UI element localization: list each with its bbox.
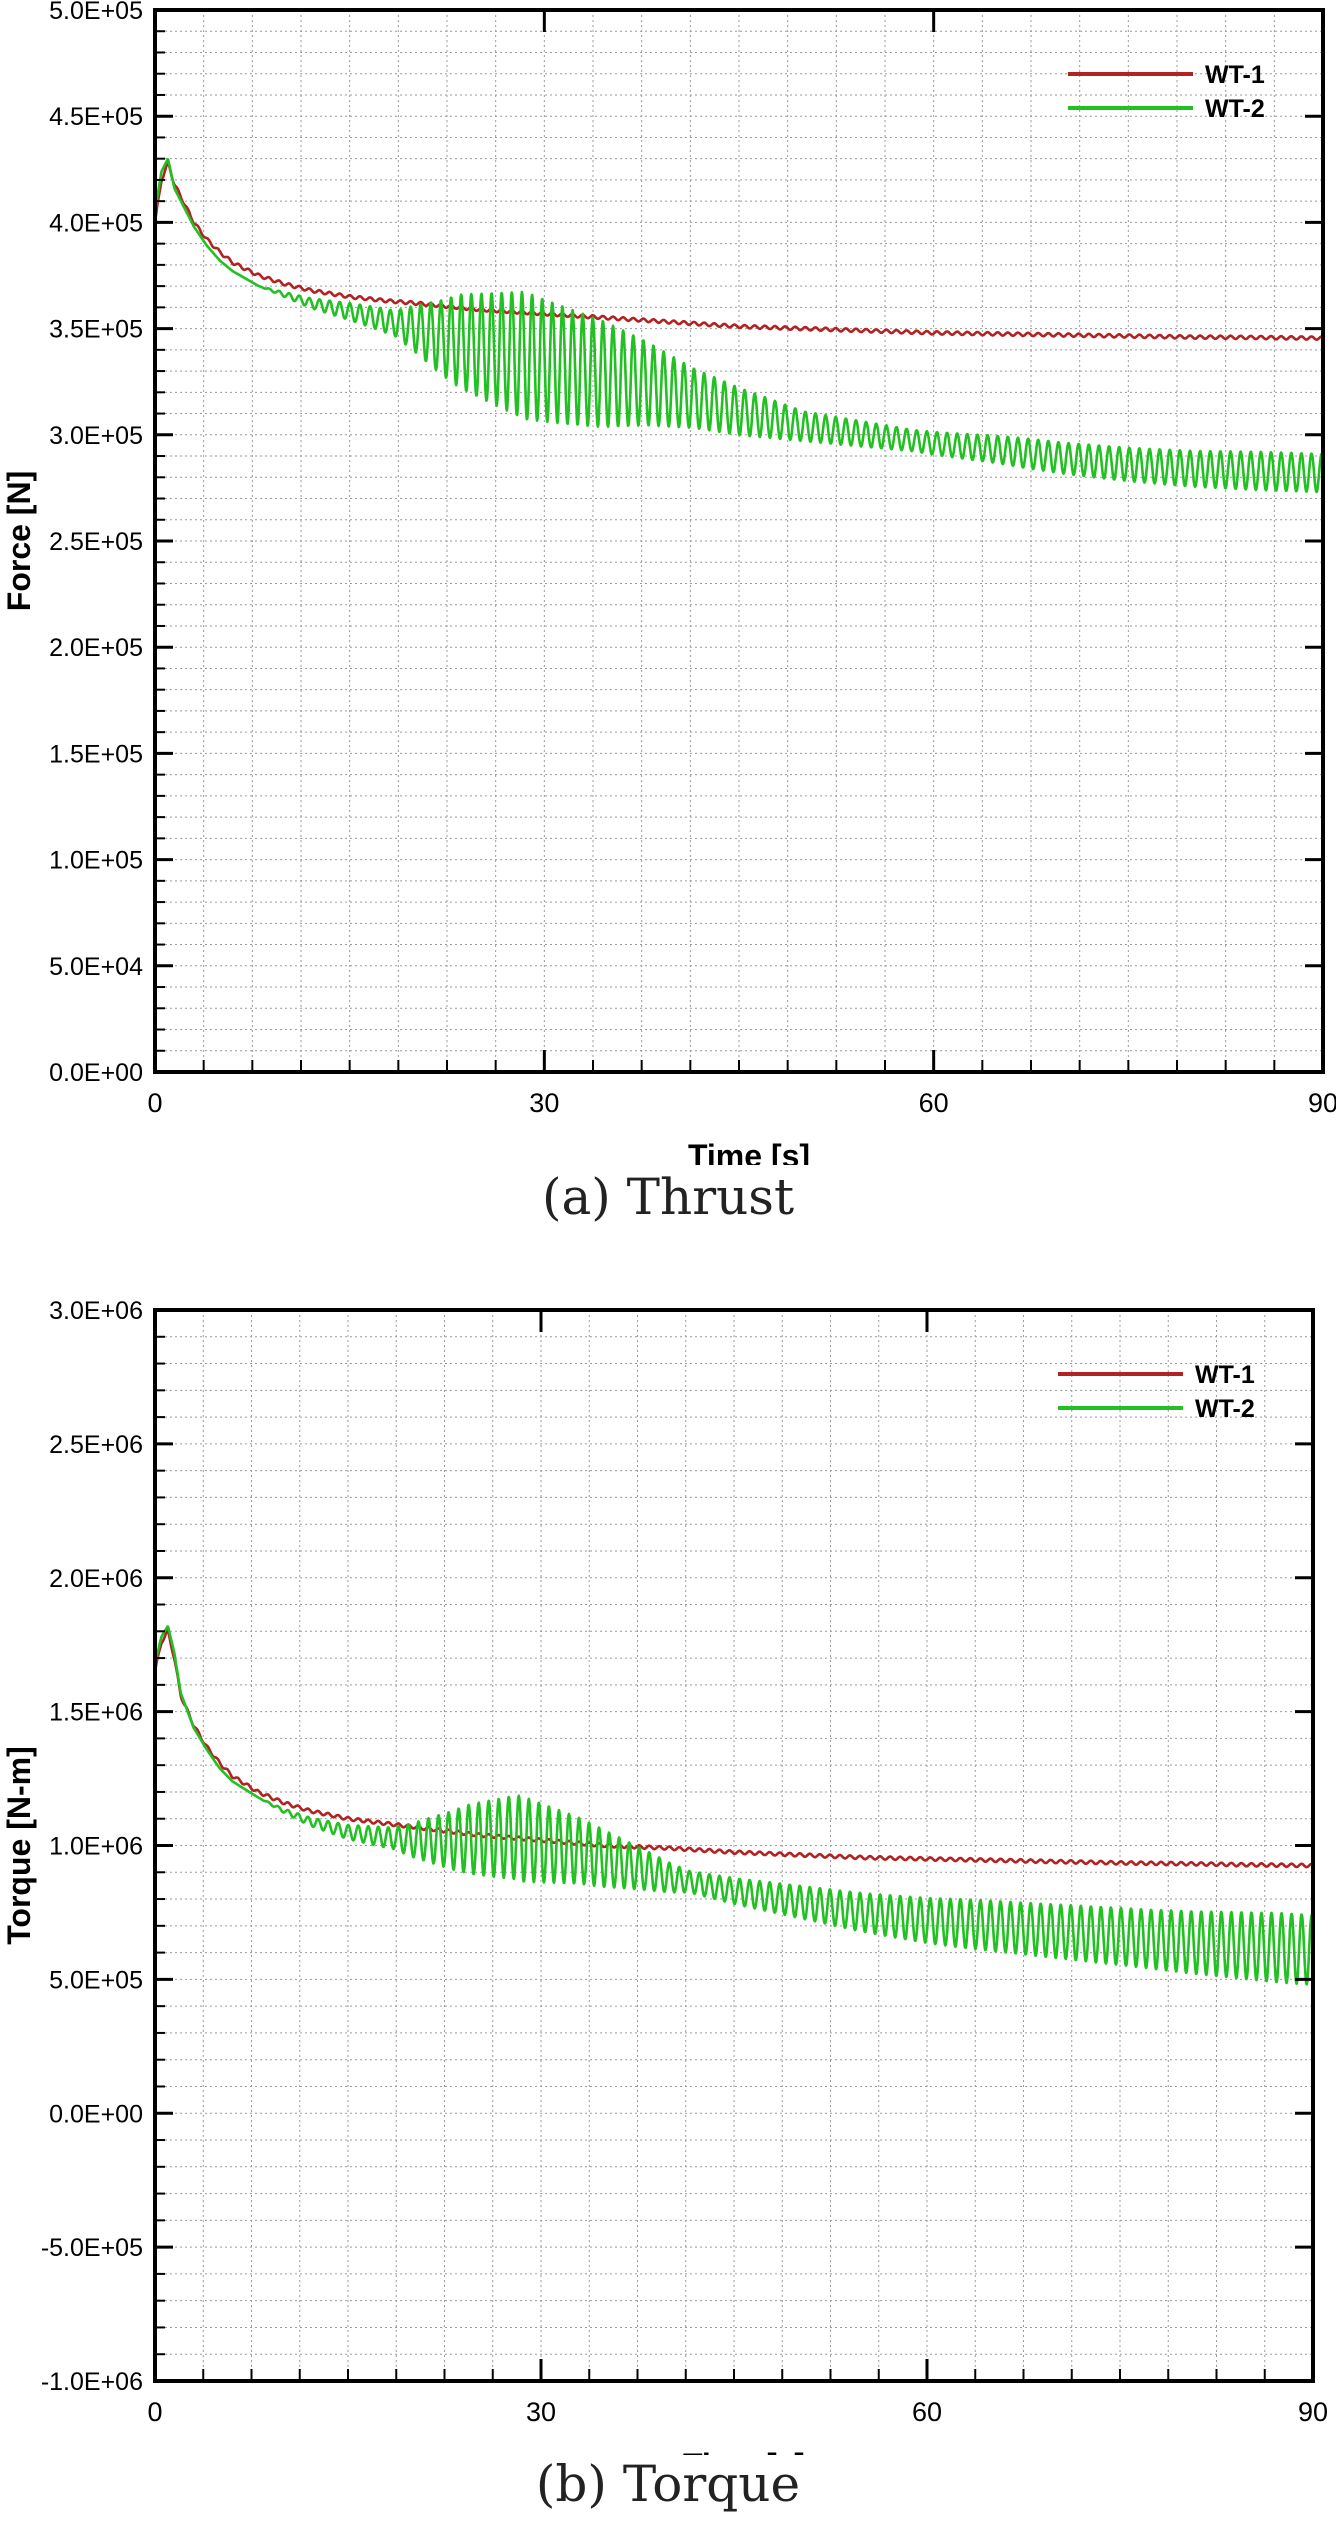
chart1-y-tick-label: 2.0E+06 (49, 1565, 143, 1593)
chart1-x-tick-label: 90 (1298, 2397, 1328, 2427)
chart0-x-tick-label: 30 (529, 1088, 559, 1118)
chart1-y-axis-label: Torque [N-m] (1, 1746, 37, 1944)
chart0-y-tick-label: 2.5E+05 (49, 528, 143, 556)
chart0-y-tick-label: 0.0E+00 (49, 1059, 143, 1087)
chart1-y-tick-label: 0.0E+00 (49, 2100, 143, 2128)
chart1-x-tick-label: 30 (526, 2397, 556, 2427)
chart1-y-tick-label: 1.0E+06 (49, 1833, 143, 1861)
chart0-x-axis-label: Time [s] (688, 1138, 810, 1165)
chart1-legend-label-1: WT-2 (1195, 1395, 1255, 1423)
thrust-caption: (a) Thrust (541, 1168, 795, 1226)
chart1-series-wt-2-line (153, 1625, 1315, 1986)
chart0-y-tick-label: 5.0E+05 (49, 0, 143, 25)
thrust-figure: 0.0E+00 5.0E+04 1.0E+05 1.5E+05 2.0E+05 2.5E+… (0, 0, 1336, 1260)
chart1-y-tick-label: 1.5E+06 (49, 1699, 143, 1727)
chart0-legend-label-0: WT-1 (1205, 61, 1265, 89)
torque-figure: -1.0E+06 -5.0E+05 0.0E+00 5.0E+05 1.0E+06 1.5… (0, 1270, 1336, 2524)
chart0-grid (155, 10, 1323, 1072)
chart1-grid (155, 1310, 1313, 2381)
chart1-y-tick-label: -1.0E+06 (41, 2368, 143, 2396)
chart1-x-tick-label: 0 (147, 2397, 162, 2427)
chart0-y-tick-label: 5.0E+04 (49, 953, 143, 981)
chart0-x-tick-label: 90 (1308, 1088, 1336, 1118)
chart1-legend-label-0: WT-1 (1195, 1361, 1255, 1389)
chart0-y-tick-label: 2.0E+05 (49, 634, 143, 662)
chart0-series-wt-1-line (153, 160, 1324, 342)
chart1-y-tick-label: 5.0E+05 (49, 1966, 143, 1994)
chart0-legend-label-1: WT-2 (1205, 95, 1265, 123)
chart0-series-wt-2-line (153, 158, 1325, 494)
chart0-y-tick-label: 4.0E+05 (49, 209, 143, 237)
chart0-x-tick-label: 0 (147, 1088, 162, 1118)
chart0-y-tick-label: 1.5E+05 (49, 740, 143, 768)
chart0-x-tick-label: 60 (919, 1088, 949, 1118)
chart0-y-tick-label: 3.0E+05 (49, 422, 143, 450)
chart1-y-tick-label: 2.5E+06 (49, 1431, 143, 1459)
chart1-y-tick-label: -5.0E+05 (41, 2234, 143, 2262)
torque-caption: (b) Torque (535, 2455, 801, 2513)
chart1-y-tick-label: 3.0E+06 (49, 1297, 143, 1325)
chart0-y-tick-label: 4.5E+05 (49, 103, 143, 131)
chart0-y-tick-label: 3.5E+05 (49, 316, 143, 344)
torque-chart: -1.0E+06 -5.0E+05 0.0E+00 5.0E+05 1.0E+06 1.5… (1, 1297, 1328, 2455)
thrust-chart: 0.0E+00 5.0E+04 1.0E+05 1.5E+05 2.0E+05 2.5E+… (1, 0, 1336, 1165)
chart1-x-tick-label: 60 (912, 2397, 942, 2427)
chart0-y-axis-label: Force [N] (1, 471, 37, 611)
chart1-series-wt-1-line (153, 1628, 1314, 1869)
chart0-y-tick-label: 1.0E+05 (49, 847, 143, 875)
chart1-x-axis-label: Time [s] (683, 2447, 805, 2455)
